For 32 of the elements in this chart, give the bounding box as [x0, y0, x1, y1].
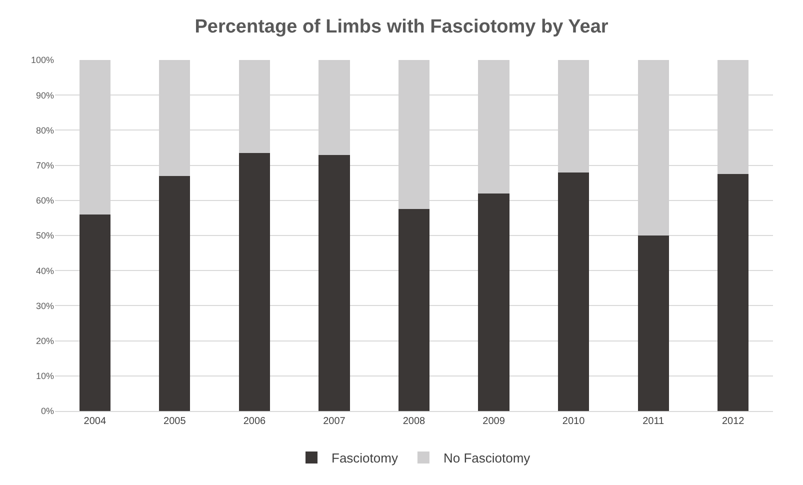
- y-tick-label: 70%: [36, 160, 54, 170]
- x-tick-label: 2007: [323, 416, 346, 427]
- x-tick-label: 2010: [562, 416, 586, 427]
- legend-label: No Fasciotomy: [443, 450, 531, 466]
- x-tick-label: 2005: [164, 416, 186, 427]
- bar: [398, 209, 430, 411]
- y-tick-label: 20%: [36, 336, 54, 346]
- bar: [318, 154, 350, 411]
- y-tick-label: 40%: [36, 266, 54, 276]
- y-tick-label: 50%: [36, 230, 54, 241]
- bar: [79, 214, 110, 411]
- y-tick-label: 90%: [36, 90, 54, 100]
- x-tick-label: 2008: [402, 416, 426, 427]
- y-tick-label: 0%: [40, 406, 54, 416]
- x-tick-label: 2009: [482, 416, 506, 427]
- x-tick-label: 2011: [642, 416, 665, 427]
- legend-label: Fasciotomy: [332, 450, 398, 466]
- y-tick-label: 30%: [36, 300, 54, 311]
- x-tick-label: 2006: [243, 416, 266, 427]
- bar: [638, 236, 669, 411]
- x-tick-label: 2004: [84, 416, 106, 427]
- bar: [478, 193, 510, 411]
- bar: [159, 176, 190, 411]
- x-tick-label: 2012: [722, 416, 745, 427]
- bar: [558, 172, 590, 411]
- bar: [238, 153, 270, 411]
- y-tick-label: 60%: [36, 196, 54, 206]
- y-tick-label: 10%: [36, 371, 54, 382]
- bar: [718, 174, 749, 411]
- y-tick-label: 80%: [36, 125, 54, 136]
- y-tick-label: 100%: [30, 55, 54, 66]
- chart-title: Percentage of Limbs with Fasciotomy by Year: [194, 16, 609, 38]
